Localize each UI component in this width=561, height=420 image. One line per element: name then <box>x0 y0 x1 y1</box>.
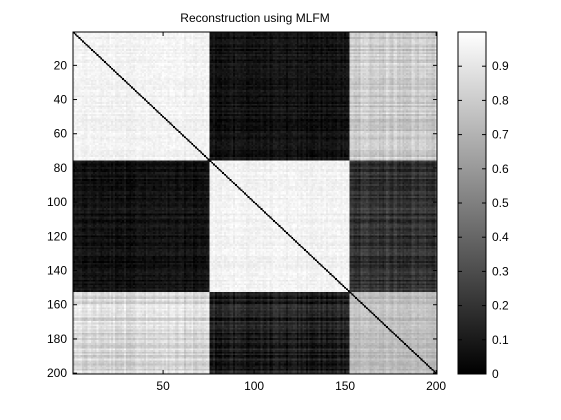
colorbar-tick-label: 0.2 <box>492 299 509 313</box>
colorbar-rect <box>457 31 487 375</box>
colorbar-tick-label: 0 <box>492 367 499 381</box>
y-tick-label: 20 <box>54 58 68 72</box>
colorbar-tick-label: 0.5 <box>492 196 509 210</box>
y-tick-label: 60 <box>54 127 68 141</box>
colorbar-axis: 0 0.1 0.2 0.3 0.4 0.5 0.6 0.7 0.8 0.9 <box>458 59 509 381</box>
y-tick-label: 40 <box>54 93 68 107</box>
diagonal-line <box>72 31 438 375</box>
y-tick-label: 100 <box>47 195 67 209</box>
axes-frame <box>72 31 438 375</box>
y-axis: 20 40 60 80 100 120 140 160 180 200 <box>47 58 437 380</box>
diagonal-line-group <box>72 31 438 375</box>
x-tick-label: 150 <box>335 379 355 393</box>
colorbar-tick-label: 0.3 <box>492 264 509 278</box>
x-tick-label: 50 <box>156 379 170 393</box>
colorbar-tick-label: 0.9 <box>492 59 509 73</box>
x-tick-label: 100 <box>244 379 264 393</box>
y-tick-label: 180 <box>47 332 67 346</box>
chart-title: Reconstruction using MLFM <box>180 11 329 25</box>
colorbar-tick-label: 0.4 <box>492 230 509 244</box>
y-tick-label: 120 <box>47 229 67 243</box>
colorbar <box>457 31 487 375</box>
x-axis: 50 100 150 200 <box>156 32 446 393</box>
y-tick-label: 160 <box>47 298 67 312</box>
y-tick-label: 80 <box>54 161 68 175</box>
colorbar-tick-label: 0.7 <box>492 128 509 142</box>
colorbar-tick-label: 0.1 <box>492 333 509 347</box>
y-tick-label: 200 <box>47 366 67 380</box>
y-tick-label: 140 <box>47 264 67 278</box>
colorbar-tick-label: 0.6 <box>492 162 509 176</box>
colorbar-tick-label: 0.8 <box>492 93 509 107</box>
x-tick-label: 200 <box>426 379 446 393</box>
